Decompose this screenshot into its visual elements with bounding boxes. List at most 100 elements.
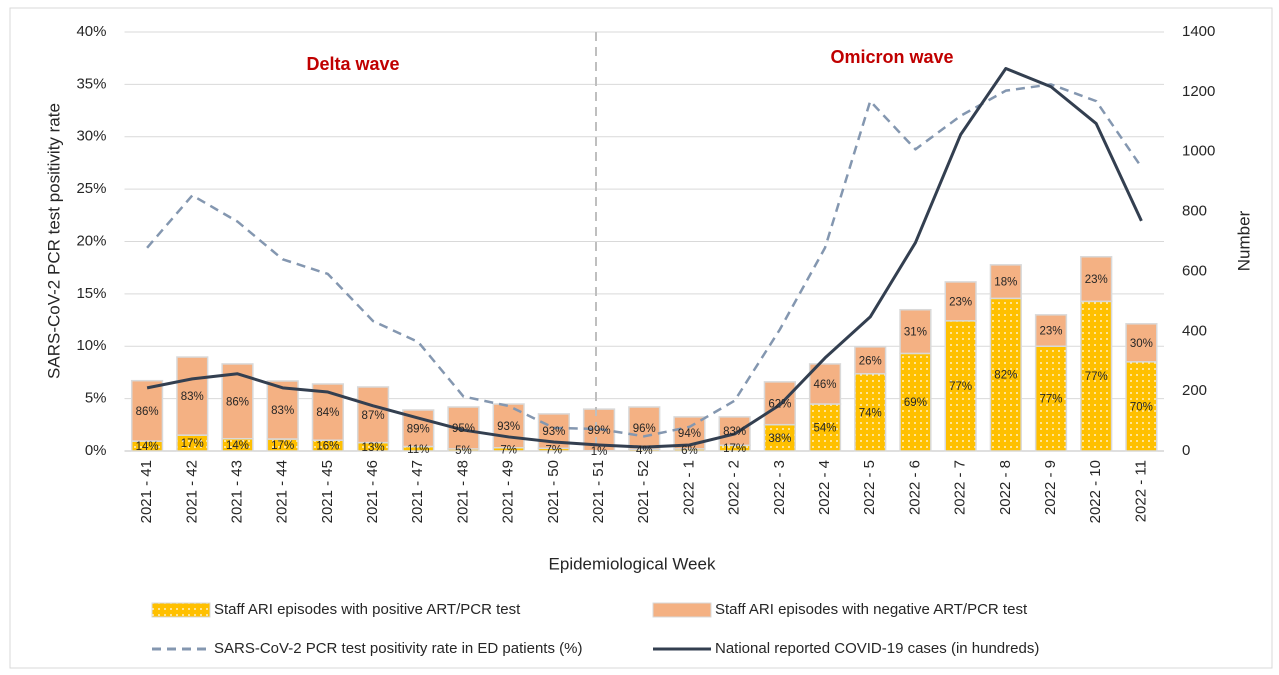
y2-tick-label: 400 bbox=[1182, 322, 1207, 339]
annotation: Delta wave bbox=[306, 54, 399, 74]
data-label: 77% bbox=[1039, 394, 1062, 406]
bar-segment bbox=[1125, 361, 1158, 452]
y-tick-label: 40% bbox=[76, 23, 106, 40]
data-label: 26% bbox=[859, 355, 882, 367]
data-label: 17% bbox=[181, 438, 204, 450]
bar-segment bbox=[130, 379, 164, 442]
x-tick-label: 2021 - 47 bbox=[409, 460, 426, 523]
data-label: 83% bbox=[723, 426, 746, 438]
x-tick-label: 2021 - 43 bbox=[228, 460, 245, 523]
data-label: 4% bbox=[636, 445, 653, 457]
legend-label: SARS-CoV-2 PCR test positivity rate in E… bbox=[214, 640, 582, 657]
bar-segment bbox=[944, 281, 977, 322]
legend-label: National reported COVID-19 cases (in hun… bbox=[715, 640, 1039, 657]
data-label: 23% bbox=[1039, 326, 1062, 338]
data-label: 14% bbox=[136, 441, 159, 453]
annotation: Omicron wave bbox=[830, 47, 953, 67]
data-label: 13% bbox=[362, 442, 385, 454]
x-tick-label: 2021 - 48 bbox=[454, 460, 471, 523]
y-tick-label: 0% bbox=[85, 442, 107, 459]
data-label: 82% bbox=[994, 370, 1017, 382]
x-tick-label: 2022 - 9 bbox=[1042, 460, 1059, 515]
y-axis-title: SARS-CoV-2 PCR test positivity rate bbox=[44, 103, 63, 379]
data-label: 6% bbox=[681, 445, 698, 457]
data-label: 93% bbox=[497, 421, 520, 433]
bar-segment bbox=[854, 373, 887, 452]
bar-segment bbox=[899, 308, 932, 355]
data-label: 18% bbox=[994, 277, 1017, 289]
data-label: 62% bbox=[768, 398, 791, 410]
data-label: 74% bbox=[859, 407, 882, 419]
bar-segment bbox=[1034, 345, 1068, 452]
data-label: 23% bbox=[949, 296, 972, 308]
x-tick-label: 2021 - 50 bbox=[545, 460, 562, 523]
bar-segment bbox=[1080, 256, 1113, 303]
y-tick-label: 25% bbox=[76, 180, 106, 197]
data-label: 86% bbox=[226, 396, 249, 408]
data-label: 77% bbox=[1085, 371, 1108, 383]
x-tick-label: 2022 - 2 bbox=[726, 460, 743, 515]
y2-tick-label: 200 bbox=[1182, 382, 1207, 399]
y-tick-label: 35% bbox=[76, 75, 106, 92]
x-tick-label: 2021 - 49 bbox=[500, 460, 517, 523]
bar-segment bbox=[944, 320, 977, 452]
bar-segment bbox=[989, 297, 1022, 452]
x-tick-label: 2022 - 11 bbox=[1132, 460, 1149, 522]
y2-tick-label: 1000 bbox=[1182, 143, 1215, 160]
x-tick-label: 2021 - 46 bbox=[364, 460, 381, 523]
x-tick-label: 2021 - 42 bbox=[183, 460, 200, 523]
frame bbox=[9, 7, 1273, 669]
x-tick-label: 2022 - 5 bbox=[861, 460, 878, 515]
x-tick-label: 2022 - 1 bbox=[680, 460, 697, 515]
y-tick-label: 5% bbox=[85, 390, 107, 407]
data-label: 11% bbox=[407, 444, 429, 456]
data-label: 30% bbox=[1130, 338, 1153, 350]
data-label: 1% bbox=[591, 446, 608, 458]
y2-tick-label: 1400 bbox=[1182, 23, 1215, 40]
x-tick-label: 2022 - 6 bbox=[906, 460, 923, 515]
y-tick-label: 20% bbox=[76, 232, 106, 249]
line bbox=[146, 83, 1143, 438]
data-label: 99% bbox=[588, 425, 611, 437]
data-label: 38% bbox=[768, 433, 791, 445]
bar-segment bbox=[989, 264, 1022, 300]
y2-axis-title: Number bbox=[1234, 210, 1253, 271]
y-tick-label: 15% bbox=[76, 285, 106, 302]
bar-segment bbox=[1034, 314, 1068, 348]
bar-segment bbox=[628, 406, 661, 450]
data-label: 5% bbox=[455, 445, 472, 457]
x-tick-label: 2022 - 3 bbox=[771, 460, 788, 515]
data-label: 23% bbox=[1085, 274, 1108, 286]
data-label: 7% bbox=[546, 445, 563, 457]
x-tick-label: 2021 - 44 bbox=[274, 460, 291, 523]
y2-tick-label: 0 bbox=[1182, 442, 1190, 459]
bar-segment bbox=[899, 352, 932, 452]
bar-segment bbox=[356, 386, 390, 444]
data-label: 16% bbox=[316, 441, 339, 453]
y2-tick-label: 600 bbox=[1182, 262, 1207, 279]
x-tick-label: 2022 - 8 bbox=[997, 460, 1014, 515]
bar-segment bbox=[854, 346, 887, 375]
data-label: 77% bbox=[949, 381, 972, 393]
data-label: 83% bbox=[271, 405, 294, 417]
data-label: 7% bbox=[500, 444, 517, 456]
line bbox=[146, 67, 1143, 449]
data-label: 14% bbox=[226, 440, 249, 452]
data-label: 86% bbox=[136, 406, 159, 418]
data-label: 83% bbox=[181, 391, 204, 403]
x-tick-label: 2022 - 4 bbox=[816, 460, 833, 515]
data-label: 96% bbox=[633, 423, 656, 435]
data-label: 17% bbox=[271, 440, 294, 452]
bar-segment bbox=[718, 416, 751, 447]
legend-label: Staff ARI episodes with negative ART/PCR… bbox=[715, 601, 1028, 618]
x-tick-label: 2021 - 52 bbox=[635, 460, 652, 523]
data-label: 17% bbox=[723, 443, 746, 455]
y-tick-label: 10% bbox=[76, 337, 106, 354]
bar-segment bbox=[1125, 323, 1158, 363]
x-tick-label: 2022 - 10 bbox=[1087, 460, 1104, 523]
bar-segment bbox=[266, 380, 299, 440]
x-tick-label: 2022 - 7 bbox=[952, 460, 969, 515]
legend-swatch bbox=[151, 602, 211, 618]
data-label: 69% bbox=[904, 397, 927, 409]
